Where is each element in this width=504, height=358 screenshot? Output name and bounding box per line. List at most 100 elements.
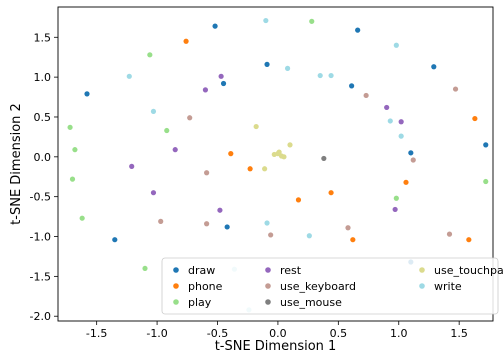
scatter-point (172, 147, 178, 153)
scatter-point (328, 190, 334, 196)
scatter-point (69, 176, 76, 182)
scatter-point (262, 166, 268, 172)
legend-marker (265, 283, 271, 289)
scatter-point (271, 151, 277, 158)
legend-label: phone (188, 280, 223, 293)
scatter-point (79, 215, 85, 221)
scatter-point (349, 83, 355, 89)
scatter-point (268, 232, 274, 238)
scatter-point (204, 221, 210, 227)
scatter-point (228, 151, 234, 157)
scatter-point (328, 72, 334, 79)
scatter-point (281, 154, 287, 160)
scatter-point (202, 87, 209, 93)
scatter-point (217, 207, 223, 213)
y-tick-label: -1.5 (30, 270, 51, 283)
y-tick-label: -1.0 (30, 231, 51, 244)
series-phone (183, 38, 478, 243)
y-tick-label: 0.5 (34, 111, 52, 124)
legend-marker (173, 267, 179, 273)
legend: draw phone play rest use_keyboard use_mouse us… (161, 257, 504, 315)
x-tick-label: 0.5 (330, 327, 348, 340)
legend-marker (173, 299, 179, 305)
legend-label: write (434, 280, 462, 293)
scatter-point (129, 163, 135, 169)
scatter-point (183, 38, 189, 44)
y-tick-label: -0.5 (30, 191, 51, 204)
series-play (67, 18, 489, 272)
x-tick-label: -1.0 (146, 327, 167, 340)
series-use-mouse (321, 155, 327, 162)
scatter-point (220, 80, 227, 87)
series-draw (84, 23, 489, 265)
legend-marker (419, 267, 425, 273)
scatter-point (398, 133, 404, 139)
scatter-point (321, 155, 327, 162)
scatter-point (393, 42, 399, 48)
scatter-point (393, 195, 399, 201)
points-layer (67, 17, 489, 313)
legend-label: use_touchpad (434, 264, 504, 277)
scatter-point (247, 166, 253, 172)
scatter-point (483, 178, 489, 185)
y-axis-label: t-SNE Dimension 2 (9, 103, 24, 225)
scatter-point (218, 73, 224, 79)
scatter-point (264, 61, 270, 67)
scatter-point (212, 23, 218, 29)
scatter-point (345, 225, 351, 231)
scatter-point (363, 92, 369, 99)
scatter-point (306, 233, 312, 239)
scatter-point (408, 150, 414, 156)
scatter-point (295, 197, 302, 203)
y-tick-label: 1.0 (34, 71, 52, 84)
scatter-point (410, 157, 416, 163)
x-axis-label: t-SNE Dimension 1 (215, 339, 337, 354)
scatter-point (287, 142, 293, 148)
scatter-point (466, 237, 472, 243)
scatter-point (126, 73, 132, 79)
scatter-point (355, 27, 361, 33)
scatter-point (483, 142, 489, 148)
scatter-point (264, 220, 270, 226)
legend-marker (173, 283, 179, 289)
scatter-point (387, 118, 393, 124)
x-tick-label: 1.5 (450, 327, 468, 340)
series-write (126, 17, 404, 313)
y-tick-label: 1.5 (34, 31, 52, 44)
scatter-point (284, 65, 291, 71)
x-tick-label: 0.0 (269, 327, 287, 340)
scatter-point (150, 108, 157, 115)
scatter-point (384, 104, 390, 111)
y-tick-label: -2.0 (30, 310, 51, 323)
scatter-point (263, 17, 269, 24)
legend-marker (265, 267, 271, 273)
series-rest (129, 73, 404, 213)
scatter-point (276, 149, 282, 155)
scatter-point (392, 206, 398, 213)
scatter-point (158, 218, 164, 224)
x-tick-label: 1.0 (390, 327, 408, 340)
scatter-point (147, 52, 153, 58)
scatter-point (150, 190, 157, 196)
legend-label: play (188, 296, 212, 309)
legend-label: use_keyboard (280, 280, 356, 293)
scatter-point (253, 123, 259, 130)
scatter-point (317, 72, 323, 79)
scatter-point (204, 170, 210, 176)
legend-label: use_mouse (280, 296, 342, 309)
legend-label: draw (188, 264, 215, 277)
series-use-keyboard (158, 86, 459, 238)
scatter-point (452, 86, 459, 92)
scatter-point (403, 179, 409, 185)
x-tick-label: -1.5 (86, 327, 107, 340)
scatter-point (446, 231, 453, 237)
scatter-point (112, 237, 118, 243)
scatter-point (309, 18, 315, 24)
scatter-point (224, 224, 230, 230)
scatter-point (67, 124, 73, 130)
y-tick-label: 0.0 (34, 151, 52, 164)
scatter-point (350, 237, 356, 243)
scatter-point (164, 127, 170, 134)
legend-marker (419, 283, 425, 289)
